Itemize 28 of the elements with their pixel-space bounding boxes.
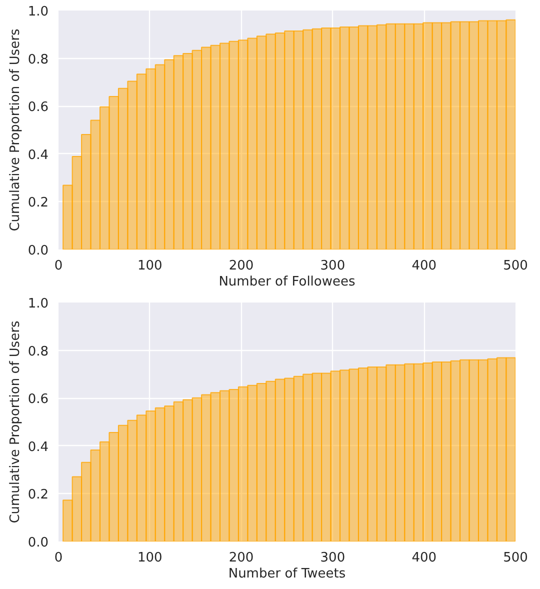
- y-tick-label: 0.8: [28, 344, 49, 360]
- x-tick-label: 100: [137, 258, 162, 274]
- y-tick-label: 1.0: [28, 296, 49, 312]
- x-tick-label: 200: [228, 258, 254, 274]
- x-axis-title: Number of Tweets: [228, 566, 346, 582]
- y-axis-title: Cumulative Proportion of Users: [8, 320, 23, 524]
- y-tick-label: 0.6: [28, 392, 49, 408]
- x-tick-label: 0: [54, 550, 63, 566]
- x-tick-label: 300: [320, 550, 346, 566]
- x-tick-label: 500: [503, 258, 528, 274]
- x-tick-label: 400: [412, 550, 437, 566]
- y-axis-title: Cumulative Proportion of Users: [8, 28, 23, 232]
- x-tick-label: 0: [54, 258, 63, 274]
- x-tick-label: 200: [228, 550, 254, 566]
- y-tick-label: 0.8: [28, 52, 49, 68]
- y-tick-label: 0.2: [28, 488, 49, 503]
- y-tick-label: 0.6: [28, 100, 49, 116]
- y-tick-label: 1.0: [28, 4, 49, 20]
- y-tick-label: 0.2: [28, 196, 49, 211]
- y-tick-label: 0.0: [28, 536, 49, 550]
- x-tick-label: 500: [503, 550, 528, 566]
- x-tick-label: 100: [137, 550, 162, 566]
- x-axis-title: Number of Followees: [218, 274, 356, 290]
- x-tick-label: 400: [412, 258, 437, 274]
- y-tick-label: 0.0: [28, 244, 49, 258]
- y-tick-label: 0.4: [28, 148, 49, 163]
- y-tick-label: 0.4: [28, 440, 49, 455]
- x-tick-label: 300: [320, 258, 346, 274]
